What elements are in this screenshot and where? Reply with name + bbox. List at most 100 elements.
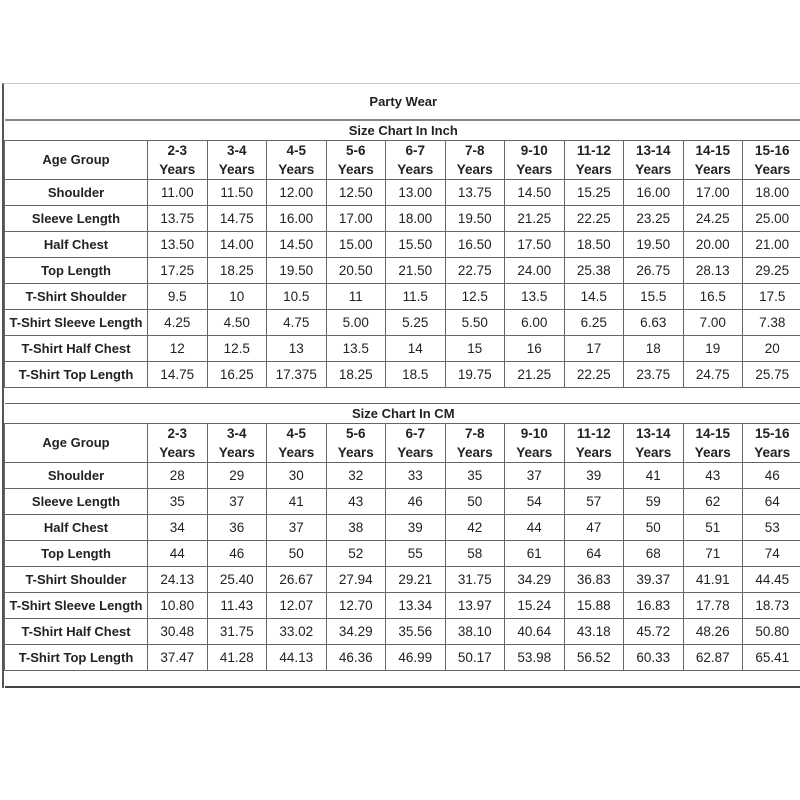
age-unit: Years [218,162,255,177]
measurement-value: 14.75 [206,205,267,232]
measurement-value: 39.37 [623,566,684,593]
measurement-value: 12.5 [206,335,267,362]
age-range: 15-16 [754,143,790,158]
measurement-value: 52 [325,540,386,567]
measurement-value: 56.52 [563,644,624,671]
measurement-value: 13.97 [444,592,505,619]
measurement-label: Half Chest [4,514,148,541]
table-row: Sleeve Length 13.75 14.75 16.00 17.00 18.00 19… [4,205,800,232]
section-heading-row: Size Chart In CM [4,403,800,424]
age-unit: Years [754,445,791,460]
age-unit: Years [397,445,434,460]
measurement-value: 24.25 [682,205,743,232]
measurement-value: 65.41 [742,644,800,671]
measurement-value: 18.25 [206,257,267,284]
measurement-value: 35 [147,488,208,515]
age-group-column-header: 6-7 Years [385,423,446,463]
measurement-label: T-Shirt Top Length [4,361,148,388]
age-group-column-header: 11-12 Years [563,140,624,180]
measurement-value: 30 [266,462,327,489]
table-row: T-Shirt Half Chest 30.48 31.75 33.02 34.29 35… [4,618,800,645]
measurement-value: 22.25 [563,361,624,388]
age-group-column-header: 14-15 Years [682,140,743,180]
measurement-value: 15.24 [504,592,565,619]
measurement-value: 6.63 [623,309,684,336]
age-unit: Years [694,445,731,460]
age-range: 5-6 [345,426,366,441]
measurement-value: 24.75 [682,361,743,388]
measurement-value: 68 [623,540,684,567]
measurement-value: 4.25 [147,309,208,336]
measurement-value: 53.98 [504,644,565,671]
size-chart-table: Party Wear Size Chart In Inch Age Group 2-… [4,84,800,688]
measurement-label: T-Shirt Top Length [4,644,148,671]
age-unit: Years [516,445,553,460]
measurement-value: 18 [623,335,684,362]
measurement-value: 18.25 [325,361,386,388]
measurement-value: 31.75 [444,566,505,593]
age-range: 9-10 [520,426,548,441]
measurement-value: 46 [742,462,800,489]
age-group-column-header: 5-6 Years [325,423,386,463]
age-range: 3-4 [226,143,247,158]
measurement-value: 20.00 [682,231,743,258]
header-row: Age Group 2-3 Years 3-4 Years 4-5 Years 5-6 Year… [4,423,800,463]
measurement-label: T-Shirt Sleeve Length [4,309,148,336]
measurement-value: 20.50 [325,257,386,284]
measurement-value: 44 [147,540,208,567]
measurement-value: 27.94 [325,566,386,593]
measurement-value: 21.25 [504,205,565,232]
measurement-value: 24.00 [504,257,565,284]
age-unit: Years [575,445,612,460]
measurement-value: 53 [742,514,800,541]
measurement-value: 16.5 [682,283,743,310]
age-unit: Years [278,445,315,460]
measurement-value: 60.33 [623,644,684,671]
measurement-value: 5.25 [385,309,446,336]
measurement-label: Shoulder [4,462,148,489]
measurement-value: 4.50 [206,309,267,336]
measurement-value: 42 [444,514,505,541]
measurement-value: 13.50 [147,231,208,258]
measurement-value: 41.91 [682,566,743,593]
measurement-value: 23.25 [623,205,684,232]
measurement-value: 18.00 [385,205,446,232]
measurement-value: 50 [623,514,684,541]
measurement-value: 26.75 [623,257,684,284]
measurement-label: Half Chest [4,231,148,258]
measurement-value: 24.13 [147,566,208,593]
age-range: 15-16 [754,426,790,441]
measurement-value: 14 [385,335,446,362]
measurement-value: 32 [325,462,386,489]
measurement-value: 62.87 [682,644,743,671]
measurement-value: 18.00 [742,179,800,206]
measurement-value: 25.38 [563,257,624,284]
age-range: 7-8 [464,143,485,158]
age-group-column-header: 3-4 Years [206,423,267,463]
measurement-value: 15.25 [563,179,624,206]
age-group-column-header: 9-10 Years [504,140,565,180]
measurement-value: 17.5 [742,283,800,310]
age-group-column-header: 14-15 Years [682,423,743,463]
measurement-value: 45.72 [623,618,684,645]
age-range: 5-6 [345,143,366,158]
measurement-value: 17 [563,335,624,362]
measurement-value: 23.75 [623,361,684,388]
age-range: 6-7 [405,143,425,158]
header-row: Age Group 2-3 Years 3-4 Years 4-5 Years 5-6 Year… [4,140,800,180]
age-range: 14-15 [695,426,731,441]
measurement-value: 7.38 [742,309,800,336]
age-group-column-header: 3-4 Years [206,140,267,180]
measurement-value: 35.56 [385,618,446,645]
measurement-value: 51 [682,514,743,541]
measurement-label: Top Length [4,540,148,567]
measurement-value: 59 [623,488,684,515]
age-group-column-header: 2-3 Years [147,140,208,180]
measurement-value: 55 [385,540,446,567]
table-row: Half Chest 13.50 14.00 14.50 15.00 15.50 16.50… [4,231,800,258]
measurement-value: 11 [325,283,386,310]
table-row: Sleeve Length 35 37 41 43 46 50 54 57 59 62 64 [4,488,800,515]
table-row: Top Length 44 46 50 52 55 58 61 64 68 71 74 [4,540,800,567]
age-unit: Years [575,162,612,177]
age-range: 2-3 [167,143,187,158]
